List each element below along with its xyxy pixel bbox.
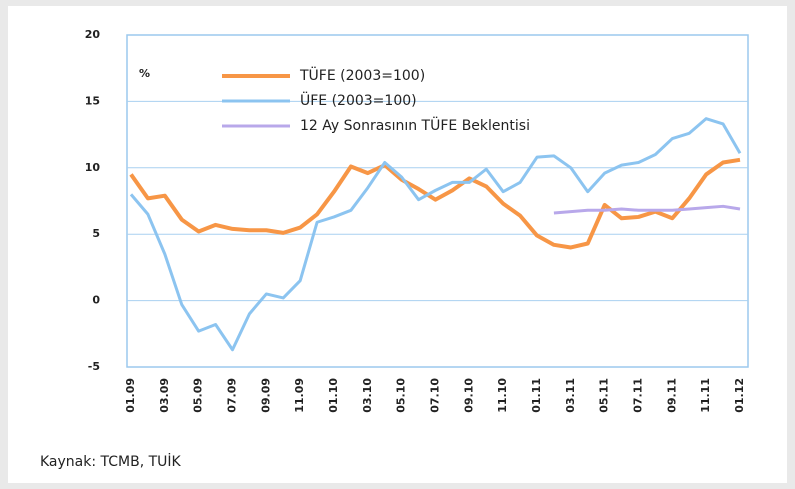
- y-tick-label: 10: [85, 161, 101, 174]
- y-tick-label: 20: [85, 28, 101, 41]
- x-tick-label: 07.09: [226, 378, 239, 413]
- x-tick-label: 03.10: [361, 378, 374, 413]
- x-tick-label: 11.10: [496, 378, 509, 413]
- panel: [8, 6, 787, 483]
- legend-label: TÜFE (2003=100): [299, 66, 425, 84]
- legend-label: ÜFE (2003=100): [300, 91, 417, 109]
- series-line: [553, 204, 741, 215]
- x-tick-label: 01.12: [733, 378, 746, 413]
- x-tick-label: 01.09: [124, 378, 137, 413]
- legend-label: 12 Ay Sonrasının TÜFE Beklentisi: [300, 116, 530, 134]
- y-tick-label: -5: [88, 360, 100, 373]
- y-tick-label: 0: [92, 294, 100, 307]
- x-tick-label: 05.11: [598, 378, 611, 413]
- x-tick-label: 11.09: [293, 378, 306, 413]
- plot-border: [126, 34, 749, 368]
- source: Kaynak: TCMB, TUİK: [40, 452, 182, 470]
- x-tick-label: 11.11: [699, 378, 712, 413]
- x-tick-label: 05.09: [192, 378, 205, 413]
- y-label: %: [139, 67, 150, 80]
- x-tick-label: 09.11: [665, 378, 678, 413]
- series-line: [129, 157, 741, 250]
- x-tick-label: 03.11: [564, 378, 577, 413]
- x-tick-label: 01.10: [327, 378, 340, 413]
- y-tick-label: 15: [85, 94, 100, 107]
- x-tick-label: 01.11: [530, 378, 543, 413]
- x-tick-label: 05.10: [395, 378, 408, 413]
- x-tick-label: 07.10: [429, 378, 442, 413]
- x-tick-label: 07.11: [632, 378, 645, 413]
- y-tick-label: 5: [92, 227, 100, 240]
- x-tick-label: 03.09: [158, 378, 171, 413]
- x-tick-label: 09.10: [462, 378, 475, 413]
- series-line: [129, 117, 742, 352]
- x-tick-label: 09.09: [259, 378, 272, 413]
